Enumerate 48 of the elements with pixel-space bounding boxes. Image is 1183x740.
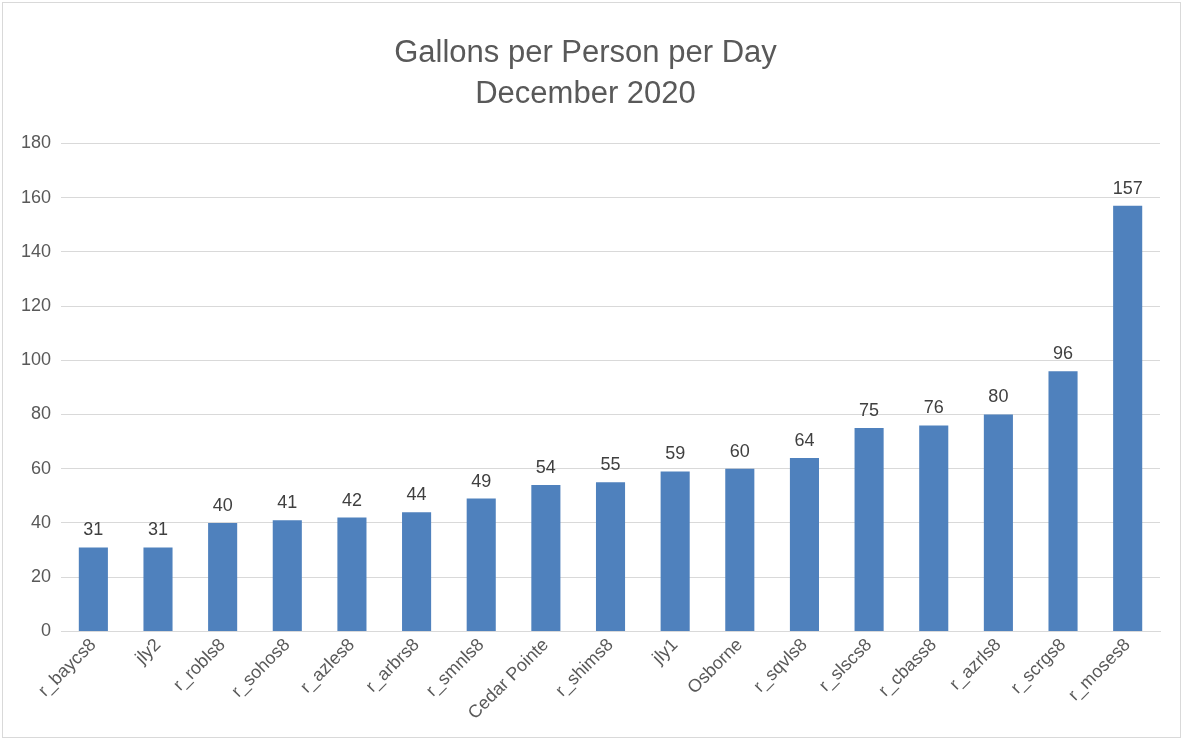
y-tick-label: 80 [31,403,52,424]
y-tick-label: 20 [31,566,52,587]
y-tick-label: 100 [20,349,52,370]
chart-title: Gallons per Person per Day [394,34,778,70]
y-tick-label: 120 [20,295,52,316]
data-label: 64 [794,429,815,450]
data-label: 55 [600,454,621,475]
x-tick-label: jly1 [647,634,682,669]
x-tick-label: jly2 [130,634,165,669]
bar [143,547,173,631]
chart-subtitle: December 2020 [475,75,696,111]
bar [660,471,690,631]
y-tick-label: 160 [20,186,52,207]
bar [919,425,949,631]
data-label: 42 [341,489,362,510]
bar [595,482,626,631]
data-label: 54 [535,456,556,477]
bar [466,498,496,631]
bar [1113,205,1143,631]
bar [789,457,819,631]
bar [272,520,302,631]
y-tick-label: 180 [20,132,52,153]
bar [531,485,561,631]
data-label: 157 [1112,177,1143,198]
data-label: 41 [277,492,298,513]
data-label: 44 [406,484,427,505]
y-tick-label: 140 [20,240,52,261]
bar [983,414,1013,631]
data-label: 31 [83,519,104,540]
bar [78,547,108,631]
y-tick-label: 0 [41,620,52,641]
y-tick-label: 60 [31,457,52,478]
data-label: 75 [859,400,880,421]
bar [1048,371,1078,631]
bar [854,428,884,631]
y-tick-label: 40 [31,511,52,532]
data-label: 40 [212,494,233,515]
data-label: 59 [665,443,686,464]
data-label: 76 [923,397,944,418]
data-label: 80 [988,386,1009,407]
bar [725,468,755,631]
bar [208,522,238,631]
data-label: 31 [147,519,169,540]
data-label: 60 [729,440,750,461]
data-label: 96 [1053,343,1074,364]
data-label: 49 [471,470,492,491]
bar [402,512,432,631]
bar [337,517,367,631]
